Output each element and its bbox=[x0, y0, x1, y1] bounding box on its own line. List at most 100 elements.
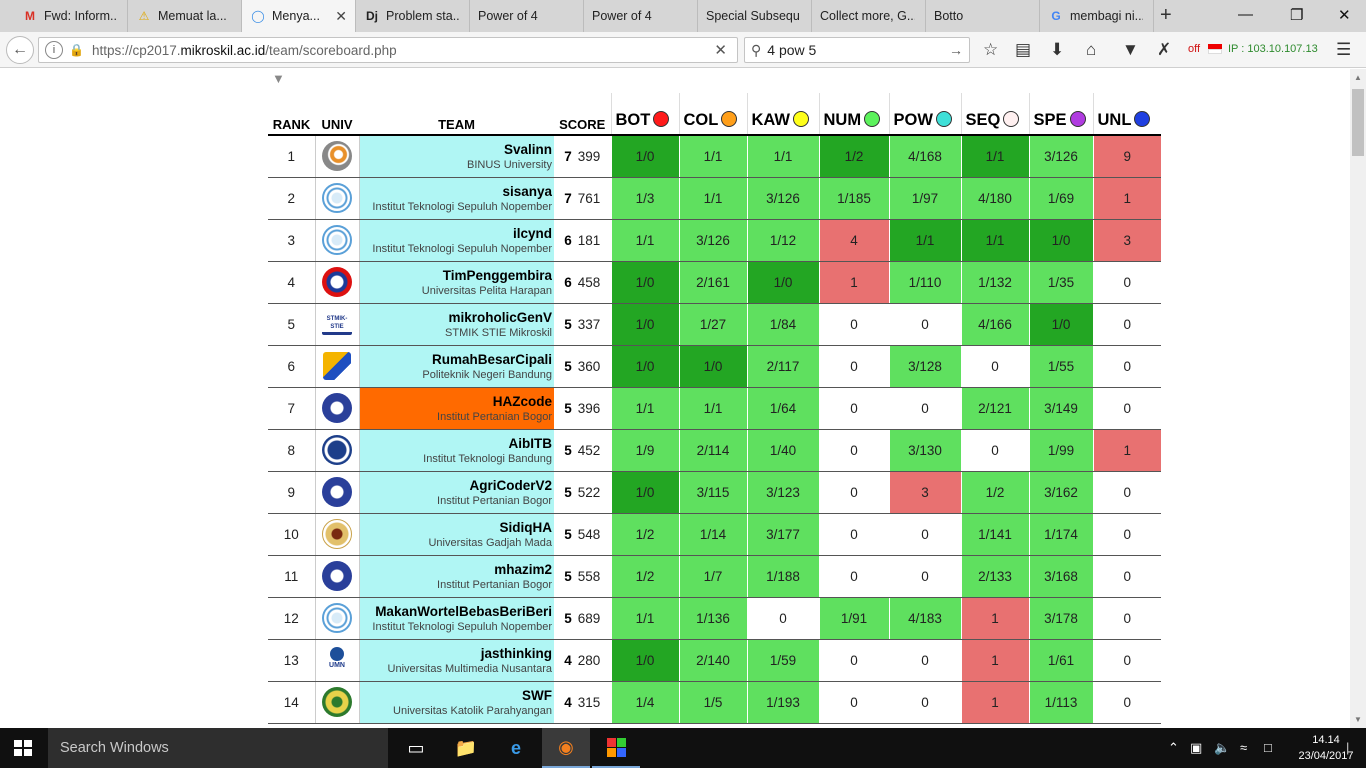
problem-header-num[interactable]: NUM bbox=[818, 93, 889, 136]
team-cell[interactable]: SWF Universitas Katolik Parahyangan bbox=[358, 681, 554, 724]
team-cell[interactable]: TimPenggembira Universitas Pelita Harapan bbox=[358, 261, 554, 304]
menu-icon[interactable]: ☰ bbox=[1336, 40, 1352, 59]
browser-tab[interactable]: Dj Problem sta... bbox=[356, 0, 470, 32]
problem-header-seq[interactable]: SEQ bbox=[960, 93, 1029, 136]
problem-cell-col: 3/126 bbox=[678, 219, 747, 262]
vertical-scrollbar[interactable]: ▲ ▼ bbox=[1350, 69, 1366, 728]
rank-header[interactable]: RANK bbox=[268, 93, 315, 136]
app-tiles-icon[interactable] bbox=[592, 728, 640, 768]
url-text[interactable]: https://cp2017.mikroskil.ac.id/team/scor… bbox=[92, 43, 397, 58]
maximize-icon[interactable]: ❐ bbox=[1290, 7, 1304, 24]
team-cell[interactable]: sisanya Institut Teknologi Sepuluh Nopemb… bbox=[358, 177, 554, 220]
clear-url-icon[interactable]: ✕ bbox=[714, 42, 727, 59]
browser-tab[interactable]: Power of 4 bbox=[470, 0, 584, 32]
bookmark-star-icon[interactable]: ☆ bbox=[983, 40, 999, 59]
problem-cell-kaw: 2/117 bbox=[746, 345, 819, 388]
rank-cell: 8 bbox=[268, 429, 315, 472]
problem-header-kaw[interactable]: KAW bbox=[746, 93, 819, 136]
pocket-icon[interactable]: ▼ bbox=[1122, 40, 1139, 59]
problem-cell-col: 1/14 bbox=[678, 513, 747, 556]
browser-tab[interactable]: ⚠ Memuat la... bbox=[128, 0, 242, 32]
penalty-time: 396 bbox=[577, 400, 601, 416]
scroll-up-icon[interactable]: ▲ bbox=[1354, 73, 1362, 82]
ip-address: IP : 103.10.107.13 bbox=[1228, 43, 1318, 55]
filter-icon[interactable]: ▼ bbox=[272, 71, 285, 86]
back-button[interactable]: ← bbox=[6, 36, 34, 64]
team-cell[interactable]: AibITB Institut Teknologi Bandung bbox=[358, 429, 554, 472]
tab-close-icon[interactable]: ✕ bbox=[335, 7, 347, 24]
problem-header-col[interactable]: COL bbox=[678, 93, 747, 136]
browser-tab[interactable]: Special Subsequ... bbox=[698, 0, 812, 32]
score-cell: 5 396 bbox=[554, 387, 611, 430]
team-cell[interactable]: MakanWortelBebasBeriBeri Institut Teknolo… bbox=[358, 597, 554, 640]
problem-cell-unl: 0 bbox=[1092, 513, 1161, 556]
notification-icon[interactable]: □ bbox=[1264, 740, 1272, 755]
browser-tab[interactable]: Botto bbox=[926, 0, 1040, 32]
scrollbar-thumb[interactable] bbox=[1352, 89, 1364, 156]
download-icon[interactable]: ⬇ bbox=[1050, 40, 1065, 59]
clock[interactable]: 14.14 23/04/2017 bbox=[1292, 732, 1360, 764]
problem-cell-pow: 4/168 bbox=[888, 135, 961, 178]
firefox-icon[interactable]: ◉ bbox=[542, 728, 590, 768]
problem-header-spe[interactable]: SPE bbox=[1028, 93, 1093, 136]
problem-cell-col: 1/5 bbox=[678, 681, 747, 724]
problem-header-bot[interactable]: BOT bbox=[610, 93, 679, 136]
address-bar[interactable]: i 🔒 https://cp2017.mikroskil.ac.id/team/… bbox=[38, 37, 738, 63]
extension-x-icon[interactable]: ✗ bbox=[1157, 40, 1172, 59]
team-cell[interactable]: ilcynd Institut Teknologi Sepuluh Nopembe… bbox=[358, 219, 554, 262]
problem-cell-pow: 3 bbox=[888, 471, 961, 514]
team-cell[interactable]: SidiqHA Universitas Gadjah Mada bbox=[358, 513, 554, 556]
problem-cell-seq: 1/1 bbox=[960, 135, 1029, 178]
wifi-icon[interactable]: ≈ bbox=[1240, 740, 1248, 755]
vpn-status[interactable]: off bbox=[1188, 43, 1201, 55]
team-cell[interactable]: AgriCoderV2 Institut Pertanian Bogor bbox=[358, 471, 554, 514]
task-view-icon[interactable]: ▭ bbox=[407, 737, 425, 758]
problem-cell-kaw: 1/12 bbox=[746, 219, 819, 262]
problem-cell-seq: 1 bbox=[960, 597, 1029, 640]
info-icon[interactable]: i bbox=[45, 41, 63, 59]
team-university: BINUS University bbox=[467, 158, 552, 171]
team-university: STMIK STIE Mikroskil bbox=[445, 326, 552, 339]
show-desktop-icon[interactable]: | bbox=[1346, 740, 1350, 755]
team-cell[interactable]: Svalinn BINUS University bbox=[358, 135, 554, 178]
network-devices-icon[interactable]: ▣ bbox=[1190, 740, 1203, 755]
search-go-icon[interactable]: → bbox=[949, 42, 963, 58]
file-explorer-icon[interactable]: 📁 bbox=[454, 737, 478, 758]
search-input[interactable]: 4 pow 5 bbox=[767, 42, 817, 58]
scroll-down-icon[interactable]: ▼ bbox=[1354, 715, 1362, 724]
reading-list-icon[interactable]: ▤ bbox=[1015, 40, 1032, 59]
close-window-icon[interactable]: ✕ bbox=[1338, 7, 1351, 24]
penalty-time: 548 bbox=[577, 526, 601, 542]
minimize-icon[interactable]: — bbox=[1238, 6, 1253, 23]
tray-chevron-icon[interactable]: ⌃ bbox=[1168, 740, 1179, 755]
team-cell[interactable]: mikroholicGenV STMIK STIE Mikroskil bbox=[358, 303, 554, 346]
team-cell[interactable]: jasthinking Universitas Multimedia Nusant… bbox=[358, 639, 554, 682]
home-icon[interactable]: ⌂ bbox=[1086, 40, 1097, 59]
browser-tab[interactable]: Collect more, G... bbox=[812, 0, 926, 32]
univ-header[interactable]: UNIV bbox=[315, 93, 359, 136]
problem-header-unl[interactable]: UNL bbox=[1092, 93, 1161, 136]
problem-cell-spe: 1/0 bbox=[1028, 219, 1093, 262]
binus-logo-icon bbox=[322, 141, 352, 172]
windows-start-icon[interactable] bbox=[14, 740, 32, 756]
problem-cell-unl: 1 bbox=[1092, 429, 1161, 472]
table-row: 13 UMN jasthinking Universitas Multimedia N… bbox=[268, 639, 1161, 682]
problem-cell-col: 1/27 bbox=[678, 303, 747, 346]
search-bar[interactable]: ⚲ 4 pow 5 → bbox=[744, 37, 970, 63]
volume-icon[interactable]: 🔈 bbox=[1214, 740, 1231, 755]
team-cell[interactable]: HAZcode Institut Pertanian Bogor bbox=[358, 387, 554, 430]
problem-cell-spe: 1/99 bbox=[1028, 429, 1093, 472]
browser-tab[interactable]: ◯ Menya... ✕ bbox=[242, 0, 356, 32]
browser-tab[interactable]: M Fwd: Inform... bbox=[14, 0, 128, 32]
team-cell[interactable]: mhazim2 Institut Pertanian Bogor bbox=[358, 555, 554, 598]
team-header[interactable]: TEAM bbox=[359, 93, 554, 136]
browser-tab[interactable]: Power of 4 bbox=[584, 0, 698, 32]
edge-icon[interactable]: e bbox=[510, 737, 521, 758]
taskbar-search[interactable]: Search Windows bbox=[48, 728, 388, 768]
problem-cell-kaw: 1/64 bbox=[746, 387, 819, 430]
score-header[interactable]: SCORE bbox=[554, 93, 611, 136]
problem-header-pow[interactable]: POW bbox=[888, 93, 961, 136]
team-cell[interactable]: RumahBesarCipali Politeknik Negeri Bandun… bbox=[358, 345, 554, 388]
new-tab-button[interactable]: + bbox=[1160, 4, 1172, 26]
